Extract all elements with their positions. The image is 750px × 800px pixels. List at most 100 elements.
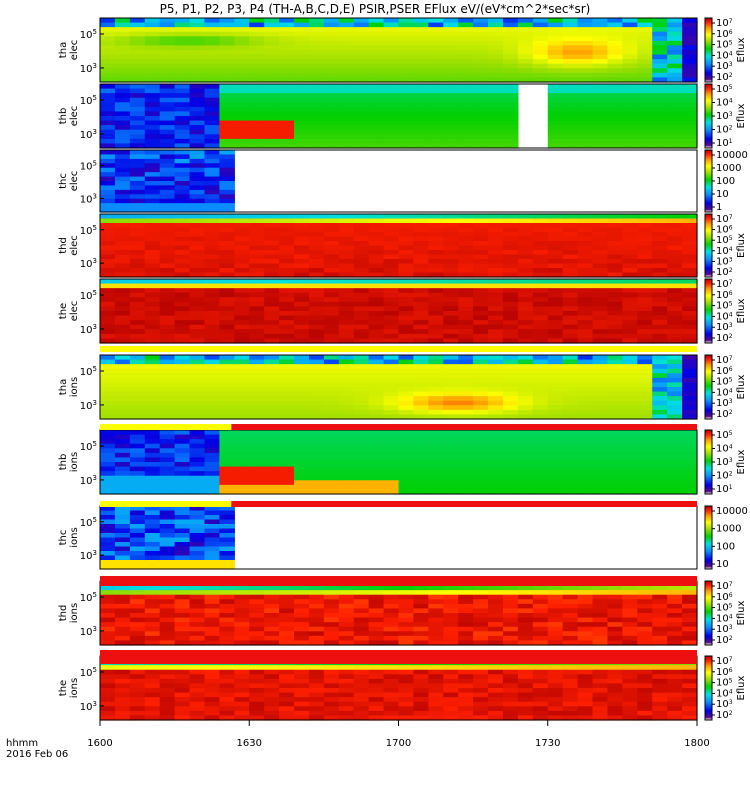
heatmap-cell [189,387,206,393]
heatmap-cell [219,368,235,374]
heatmap-cell [219,306,235,312]
heatmap-cell [114,272,131,278]
heatmap-cell [383,250,400,256]
heatmap-cell [607,599,623,605]
heatmap-cell [129,167,146,173]
heatmap-cell [129,102,146,108]
heatmap-cell [667,77,683,83]
colorbar-tick-label: 105 [716,301,733,312]
heatmap-cell [637,40,653,47]
heatmap-cell [443,585,459,591]
heatmap-cell [219,207,235,213]
heatmap-cell [338,603,355,610]
heatmap-cell [100,111,116,117]
heatmap-cell [532,710,549,717]
heatmap-cell [100,250,116,256]
heatmap-cell [667,68,683,74]
heatmap-cell [592,585,609,591]
heatmap-cell [473,391,489,397]
colorbar [704,655,713,721]
heatmap-cell [144,462,161,468]
heatmap-cell [159,297,176,303]
heatmap-cell [219,134,235,140]
heatmap-cell [114,288,131,294]
heatmap-cell [562,594,579,600]
heatmap-cell [308,111,325,117]
heatmap-cell [413,678,429,685]
heatmap-cell [189,457,206,463]
heatmap-cell [219,93,235,99]
heatmap-cell [159,533,176,539]
heatmap-cell [562,129,579,135]
heatmap-cell [174,324,191,330]
heatmap-cell [443,439,459,445]
heatmap-cell [219,377,235,384]
heatmap-cell [368,387,385,393]
heatmap-cell [219,40,235,47]
heatmap-cell [547,311,564,317]
heatmap-cell [219,524,235,530]
heatmap-cell [249,678,265,685]
heatmap-cell [517,590,534,596]
heatmap-cell [622,263,638,269]
heatmap-cell [129,324,146,330]
heatmap-cell [667,391,683,397]
heatmap-cell [562,409,579,416]
heatmap-cell [234,18,250,24]
heatmap-cell [383,683,400,689]
heatmap-cell [353,678,370,685]
heatmap-cell [383,306,400,312]
heatmap-cell [294,665,310,671]
heatmap-cell [592,227,609,233]
heatmap-cell [189,97,206,103]
heatmap-cell [592,471,609,477]
heatmap-cell [637,120,653,126]
heatmap-cell [353,36,370,42]
heatmap-cell [398,466,415,472]
heatmap-cell [234,439,250,445]
heatmap-cell [667,452,683,459]
heatmap-cell [682,484,698,491]
colorbar-tick-label: 105 [716,603,733,614]
heatmap-cell [159,706,176,712]
heatmap-cell [323,434,340,440]
heatmap-cell [264,120,280,126]
heatmap-cell [577,414,594,420]
heatmap-cell [174,364,191,370]
heatmap-cell [129,106,146,113]
heatmap-cell [682,466,698,472]
heatmap-cell [398,475,415,481]
heatmap-cell [532,241,549,247]
heatmap-cell [398,297,415,303]
heatmap-cell [189,227,206,233]
panel-frame [99,149,698,213]
heatmap-cell [383,434,400,440]
heatmap-cell [443,391,459,397]
heatmap-cell [667,396,683,402]
heatmap-cell [308,585,325,591]
heatmap-cell [443,72,459,79]
heatmap-cell [383,129,400,135]
heatmap-cell [398,102,415,108]
heatmap-cell [323,72,340,79]
heatmap-cell [577,31,594,37]
heatmap-cell [547,631,564,637]
heatmap-cell [652,434,668,440]
heatmap-cell [264,439,280,445]
heatmap-cell [204,50,221,56]
heatmap-cell [458,27,474,33]
heatmap-cell [323,301,340,308]
heatmap-cell [577,409,594,416]
heatmap-cell [577,692,594,698]
heatmap-cell [562,27,579,33]
heatmap-cell [667,27,683,33]
heatmap-cell [338,692,355,698]
heatmap-cell [383,241,400,247]
heatmap-cell [294,635,310,642]
heatmap-cell [308,315,325,321]
heatmap-cell [189,223,206,229]
heatmap-cell [323,715,340,721]
heatmap-cell [129,150,146,156]
heatmap-cell [368,457,385,463]
